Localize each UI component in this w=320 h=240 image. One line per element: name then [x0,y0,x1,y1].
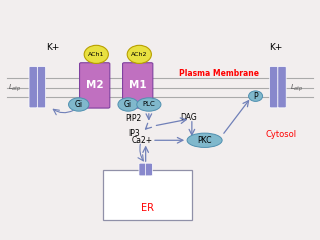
Text: $L_{atp}$: $L_{atp}$ [290,82,304,94]
FancyBboxPatch shape [29,66,37,108]
FancyBboxPatch shape [139,163,146,176]
Text: M2: M2 [86,80,103,90]
Text: $L_{atp}$: $L_{atp}$ [8,82,22,94]
Ellipse shape [127,45,151,63]
Text: PIP2: PIP2 [125,114,141,123]
Text: PKC: PKC [197,136,212,145]
Text: K+: K+ [47,43,60,52]
Ellipse shape [137,98,161,111]
Text: Cytosol: Cytosol [266,130,297,139]
Ellipse shape [118,98,138,111]
Ellipse shape [84,45,108,63]
Text: Ca2+: Ca2+ [131,136,152,145]
FancyBboxPatch shape [103,170,192,220]
Text: ACh1: ACh1 [88,52,104,57]
Text: DAG: DAG [181,113,197,122]
Text: IP3: IP3 [128,129,140,138]
FancyBboxPatch shape [270,66,278,108]
Ellipse shape [68,98,89,111]
Text: PLC: PLC [142,102,155,108]
Circle shape [249,91,263,101]
FancyBboxPatch shape [80,63,110,108]
FancyBboxPatch shape [145,163,152,176]
FancyBboxPatch shape [278,66,286,108]
Text: Gi: Gi [124,100,132,109]
Ellipse shape [187,133,222,147]
Text: P: P [253,92,258,101]
Text: ER: ER [141,203,154,213]
FancyBboxPatch shape [37,66,46,108]
Text: Gi: Gi [75,100,83,109]
Text: K+: K+ [270,43,283,52]
Text: M1: M1 [129,80,147,90]
Text: Plasma Membrane: Plasma Membrane [179,69,259,78]
FancyBboxPatch shape [123,63,153,108]
Text: ACh2: ACh2 [131,52,148,57]
